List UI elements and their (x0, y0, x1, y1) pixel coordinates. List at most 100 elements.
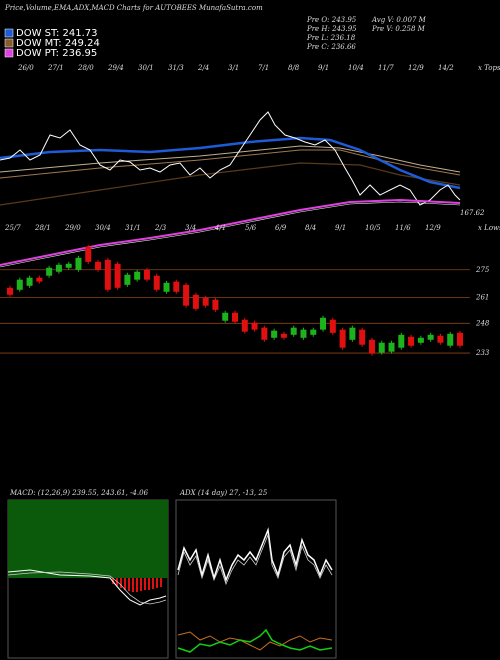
candle-body (280, 333, 287, 338)
candle-body (114, 263, 121, 288)
date-label: 30/1 (138, 64, 154, 72)
adx-line (177, 527, 333, 583)
date-label: 25/7 (4, 224, 21, 232)
candle-body (7, 287, 13, 295)
date-label: 29/0 (64, 224, 81, 232)
date-label: 6/9 (275, 224, 287, 232)
y-tick-label: 233 (475, 349, 490, 357)
candle-body (153, 275, 160, 290)
stat-label: Avg V: 0.007 M (371, 16, 427, 24)
candle-body (192, 294, 199, 309)
y-tick-label: 275 (475, 266, 490, 274)
ema-line (0, 201, 461, 268)
candle-body (16, 279, 23, 290)
date-label: 3/1 (228, 64, 239, 72)
legend-swatch (4, 38, 14, 48)
date-label: 2/3 (154, 224, 167, 232)
candle-body (447, 333, 454, 346)
stat-label: Pre H: 243.95 (306, 25, 357, 33)
candle-body (36, 277, 43, 282)
candle-body (398, 334, 405, 348)
legend-swatch (4, 28, 14, 38)
candle-body (134, 271, 141, 280)
date-label: 11/6 (395, 224, 411, 232)
ema-line (0, 198, 461, 266)
date-label: 3/4 (185, 224, 196, 232)
candle-body (95, 261, 102, 270)
date-label: 12/9 (425, 224, 441, 232)
candle-body (55, 264, 62, 272)
candle-body (46, 267, 53, 276)
y-tick-label: 248 (475, 319, 490, 327)
candle-body (320, 317, 327, 330)
candle-body (124, 274, 131, 285)
ema-line (0, 145, 461, 173)
stats: Pre O: 243.95 Avg V: 0.007 M Pre H: 243.95… (306, 16, 427, 51)
tops-label: x Tops (478, 64, 500, 72)
candle-body (202, 297, 209, 306)
date-label: 26/0 (17, 64, 34, 72)
legend-label: DOW MT: 249.24 (16, 38, 100, 49)
candle-body (437, 335, 444, 343)
adx-panel (175, 499, 337, 659)
candle-body (251, 322, 258, 330)
date-label: 29/4 (107, 64, 124, 72)
candle-body (290, 327, 297, 335)
candle-body (173, 281, 180, 292)
macd-line (7, 569, 167, 606)
date-label: 27/1 (47, 64, 64, 72)
legend-label: DOW PT: 236.95 (16, 48, 97, 59)
candle-body (104, 259, 111, 290)
ema-line (0, 162, 461, 206)
y-tick-label: 261 (475, 294, 489, 302)
candle-body (329, 319, 336, 333)
date-label: 9/1 (318, 64, 329, 72)
candle-body (310, 329, 317, 335)
adx-label: ADX (14 day) 27, -13, 25 (179, 489, 268, 497)
date-label: 28/0 (77, 64, 94, 72)
date-label: 31/1 (125, 224, 141, 232)
candle-body (212, 299, 219, 310)
date-label: 12/9 (408, 64, 424, 72)
stat-label: Pre C: 236.66 (306, 43, 356, 51)
candle-body (261, 327, 268, 340)
adx-line (177, 533, 333, 586)
candle-body (85, 246, 92, 262)
date-label: 28/1 (34, 224, 51, 232)
date-label: 8/8 (288, 64, 300, 72)
candle-body (408, 336, 415, 346)
date-label: 7/1 (258, 64, 269, 72)
date-label: 4/1 (214, 224, 226, 232)
legend-label: DOW ST: 241.73 (16, 28, 98, 39)
macd-background (8, 500, 168, 578)
candle-body (26, 277, 33, 286)
price-line (0, 111, 461, 206)
candle-body (271, 330, 278, 338)
candle-body (300, 329, 307, 338)
last-value: 167.62 (460, 209, 485, 217)
candle-body (457, 332, 463, 346)
candle-body (163, 282, 170, 292)
candle-body (241, 319, 248, 332)
signal-line (7, 571, 167, 605)
candle-body (143, 269, 150, 280)
date-label: 10/4 (348, 64, 364, 72)
lows-label: x Lows (478, 224, 500, 232)
stat-label: Pre O: 243.95 (306, 16, 357, 24)
candle-body (378, 342, 385, 353)
di-minus-line (177, 631, 333, 651)
candle-body (349, 327, 356, 340)
candle-body (232, 312, 238, 322)
candle-body (222, 312, 229, 321)
date-label: 2/4 (197, 64, 209, 72)
date-label: 11/7 (378, 64, 394, 72)
candle-body (388, 342, 395, 352)
date-label: 31/3 (168, 64, 184, 72)
date-label: 8/4 (305, 224, 316, 232)
stat-label: Pre L: 236.18 (306, 34, 356, 42)
ema-line (0, 149, 461, 179)
legend-swatch (4, 48, 14, 58)
di-plus-line (177, 628, 333, 653)
